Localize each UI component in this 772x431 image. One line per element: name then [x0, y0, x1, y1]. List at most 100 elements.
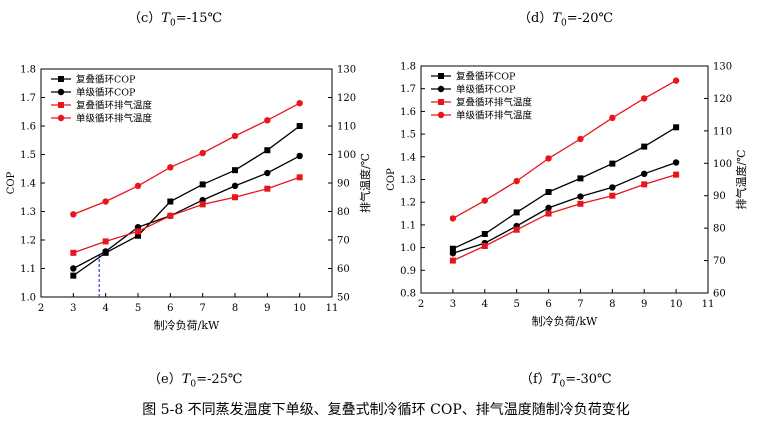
- x-tick-label: 2: [418, 299, 424, 310]
- data-point: [167, 164, 174, 171]
- y2-tick-label: 120: [713, 94, 732, 105]
- data-point: [545, 188, 552, 195]
- legend-marker: [438, 99, 444, 105]
- y-tick-label: 1.6: [20, 122, 36, 133]
- y2-tick-label: 60: [713, 289, 726, 300]
- series-line-2: [73, 176, 300, 254]
- x-tick-label: 11: [326, 303, 339, 314]
- y-tick-label: 1.5: [20, 150, 36, 161]
- data-point: [609, 160, 616, 167]
- data-point: [102, 238, 109, 245]
- data-point: [199, 149, 206, 157]
- x-tick-label: 3: [450, 299, 456, 310]
- subplot-caption-d: （d）T0=-20℃: [518, 11, 614, 29]
- y-tick-label: 1.1: [400, 220, 416, 231]
- series-line-1: [452, 161, 677, 254]
- x-axis-label: 制冷负荷/kW: [154, 318, 220, 332]
- figure-caption: 图 5-8 不同蒸发温度下单级、复叠式制冷循环 COP、排气温度随制冷负荷变化: [142, 402, 630, 418]
- data-point: [513, 226, 520, 233]
- x-tick-label: 7: [199, 303, 205, 314]
- data-point: [231, 132, 239, 140]
- legend-label: 复叠循环COP: [76, 74, 136, 86]
- data-point: [577, 193, 584, 200]
- data-point: [577, 200, 584, 207]
- data-point: [641, 143, 648, 150]
- legend-label: 复叠循环排气温度: [456, 97, 533, 109]
- legend-label: 单级循环排气温度: [76, 113, 153, 125]
- series-line-3: [452, 80, 677, 219]
- x-tick-label: 8: [232, 303, 238, 314]
- y-tick-label: 1.0: [400, 243, 416, 254]
- x-tick-label: 10: [293, 303, 306, 314]
- x-tick-label: 11: [702, 299, 715, 310]
- y2-tick-label: 90: [337, 179, 350, 190]
- data-point: [481, 197, 488, 204]
- data-point: [672, 77, 680, 84]
- data-point: [481, 242, 488, 249]
- series-line-3: [73, 102, 301, 216]
- data-point: [449, 215, 457, 222]
- data-point: [449, 257, 456, 264]
- y2-tick-label: 80: [337, 207, 350, 218]
- y2-tick-label: 100: [337, 150, 356, 161]
- y2-tick-label: 110: [713, 126, 732, 137]
- y2-tick-label: 130: [713, 62, 732, 73]
- x-tick-label: 6: [167, 303, 173, 314]
- y2-tick-label: 90: [713, 191, 726, 202]
- x-tick-label: 7: [577, 299, 583, 310]
- series-line-0: [452, 126, 677, 250]
- data-point: [296, 174, 303, 181]
- y2-tick-label: 120: [337, 93, 356, 104]
- y-tick-label: 1.4: [400, 152, 416, 163]
- data-point: [545, 210, 552, 217]
- data-point: [264, 117, 271, 124]
- y2-tick-label: 60: [337, 264, 350, 275]
- chart-0: 2 3 4 5 6 7 8 9 10 11 1.0 1.1 1.2 1.3 1.4 1.5 1.6 1.7 1.8 5…: [6, 65, 372, 333]
- legend-marker: [58, 102, 64, 108]
- data-point: [232, 167, 238, 174]
- data-point: [199, 181, 206, 188]
- x-tick-label: 8: [609, 299, 615, 310]
- data-point: [167, 198, 174, 205]
- data-point: [296, 100, 303, 107]
- data-point: [481, 230, 488, 237]
- data-point: [673, 124, 680, 131]
- x-tick-label: 4: [482, 299, 488, 310]
- y2-tick-label: 70: [337, 236, 350, 247]
- data-point: [70, 211, 77, 218]
- data-point: [577, 175, 584, 182]
- data-point: [609, 114, 616, 122]
- data-point: [449, 250, 457, 257]
- x-tick-label: 2: [38, 303, 44, 314]
- data-point: [264, 169, 271, 177]
- x-tick-label: 4: [102, 303, 108, 314]
- y-tick-label: 1.1: [20, 264, 36, 275]
- data-point: [231, 182, 239, 190]
- data-point: [641, 170, 648, 178]
- subplot-caption-c: （c）T0=-15℃: [128, 11, 223, 29]
- y2-tick-label: 70: [713, 256, 726, 267]
- data-point: [296, 123, 303, 129]
- data-point: [609, 192, 616, 199]
- y-axis-label: COP: [6, 171, 17, 194]
- legend-marker: [437, 111, 445, 119]
- y-tick-label: 1.3: [20, 207, 36, 218]
- legend-marker: [57, 114, 65, 122]
- legend-label: 复叠循环COP: [456, 71, 516, 83]
- legend-label: 单级循环排气温度: [456, 110, 533, 122]
- y2-tick-label: 130: [337, 65, 356, 76]
- legend-marker: [438, 73, 444, 79]
- data-point: [545, 204, 552, 212]
- data-point: [641, 181, 648, 188]
- data-point: [70, 272, 77, 279]
- x-tick-label: 3: [70, 303, 76, 314]
- y2-tick-label: 100: [713, 159, 732, 170]
- data-point: [264, 185, 271, 192]
- data-point: [102, 198, 109, 205]
- data-point: [449, 245, 456, 252]
- data-point: [199, 201, 206, 208]
- x-tick-label: 5: [135, 303, 141, 314]
- y-tick-label: 1.8: [20, 65, 36, 76]
- subplot-caption-e: （e）T0=-25℃: [148, 372, 243, 390]
